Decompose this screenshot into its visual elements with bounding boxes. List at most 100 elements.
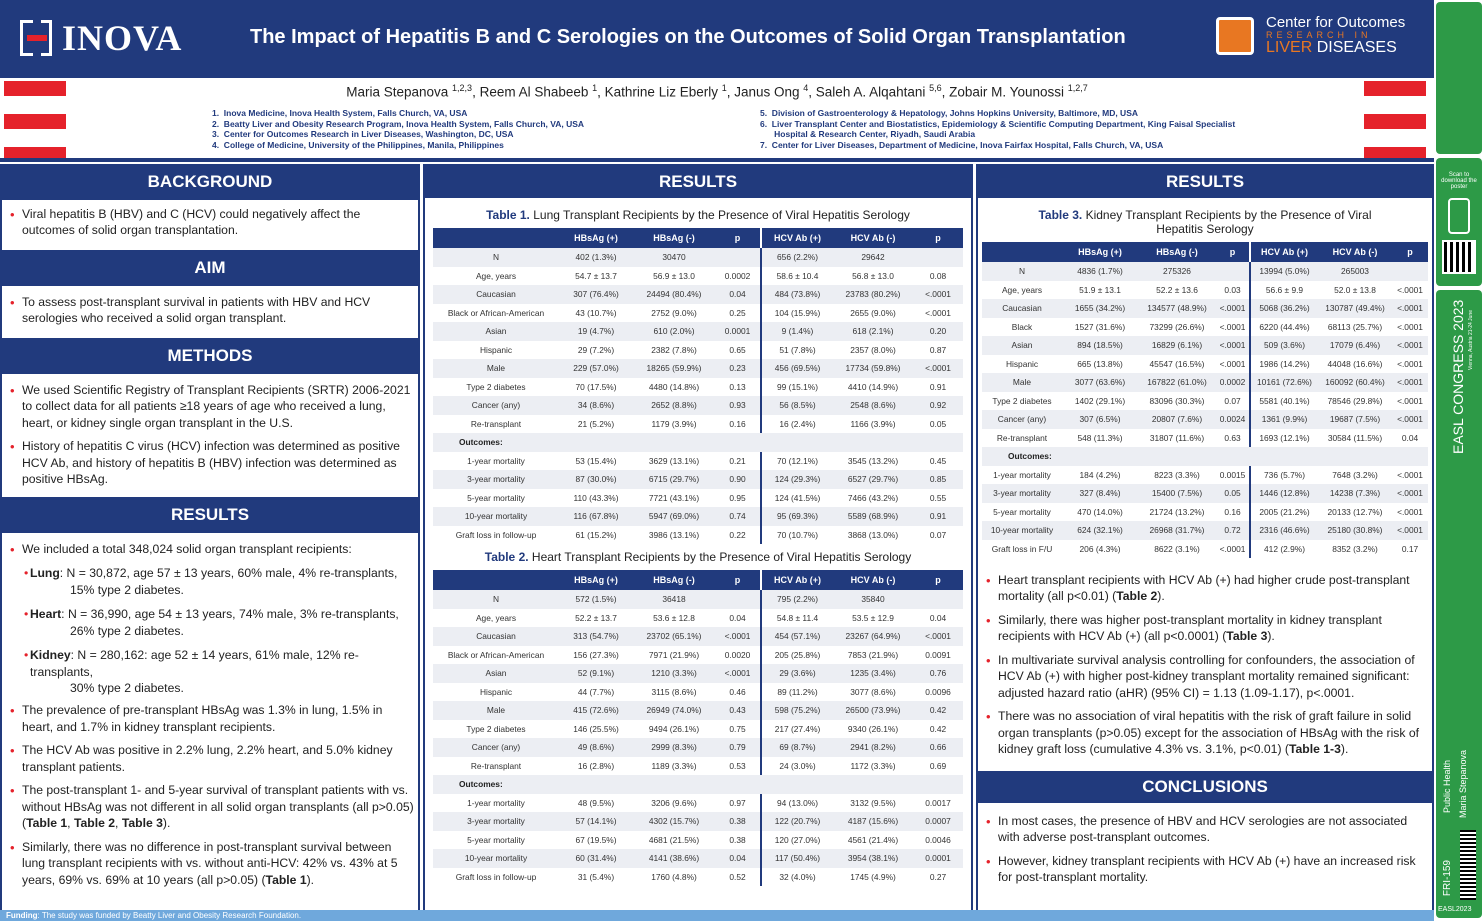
- table-cell: <.0001: [1216, 539, 1250, 558]
- table-row-label: Graft loss in F/U: [982, 539, 1062, 558]
- column-right: RESULTS Table 3. Kidney Transplant Recip…: [976, 164, 1434, 912]
- table-cell: 5581 (40.1%): [1249, 391, 1318, 410]
- table-cell: 4187 (15.6%): [833, 812, 913, 831]
- table-cell: 9340 (26.1%): [833, 719, 913, 738]
- author-affil-number: 4: [803, 83, 809, 93]
- results-intro: We included a total 348,024 solid organ …: [6, 541, 414, 559]
- table-row-label: 5-year mortality: [982, 502, 1062, 521]
- affiliation-item: Hospital & Research Center, Riyadh, Saud…: [760, 129, 976, 140]
- funding-footer: Funding: The study was funded by Beatty …: [0, 910, 1434, 921]
- scan-text: Scan to download the poster: [1441, 172, 1477, 190]
- table-cell: 24 (3.0%): [760, 756, 833, 775]
- table-cell: 70 (17.5%): [559, 377, 633, 396]
- table-header-cell: p: [1216, 242, 1250, 262]
- table-cell: 0.38: [715, 812, 761, 831]
- table-cell: 275326: [1138, 262, 1216, 281]
- table-cell: 0.38: [715, 830, 761, 849]
- table-cell: 0.0007: [913, 812, 963, 831]
- author-name: , Saleh A. Alqahtani: [808, 84, 930, 100]
- table-header-cell: [433, 228, 559, 248]
- congress-venue: Vienna, Austria 21-24 June: [1468, 310, 1474, 370]
- table-row-label: Type 2 diabetes: [433, 719, 559, 738]
- table-cell: 130787 (49.4%): [1318, 299, 1392, 318]
- table-cell: 1527 (31.6%): [1062, 317, 1138, 336]
- table-row: Outcomes:: [982, 447, 1428, 466]
- table-header-cell: HCV Ab (+): [760, 228, 833, 248]
- results-left-heading: RESULTS: [2, 498, 418, 531]
- table1-lung: HBsAg (+) HBsAg (-) p HCV Ab (+) HCV Ab (-) p…: [433, 228, 963, 544]
- kidney-text: : N = 280,162: age 52 ± 14 years, 61% ma…: [30, 648, 359, 679]
- table-cell: 117 (50.4%): [760, 849, 833, 868]
- table-cell: 6715 (29.7%): [633, 470, 715, 489]
- table-row-label: Asian: [982, 336, 1062, 355]
- table-cell: 0.16: [715, 414, 761, 433]
- affiliation-item: 3. Center for Outcomes Research in Liver…: [212, 129, 514, 140]
- table-row: Graft loss in F/U 206 (4.3%) 8622 (3.1%) <.…: [982, 539, 1428, 558]
- table-cell: 31807 (11.6%): [1138, 428, 1216, 447]
- table-header-cell: HBsAg (-): [633, 570, 715, 590]
- table-row: Male 415 (72.6%) 26949 (74.0%) 0.43 598 (75.…: [433, 701, 963, 720]
- table3-caption: Table 3. Kidney Transplant Recipients by…: [1038, 208, 1372, 236]
- table-cell: 45547 (16.5%): [1138, 354, 1216, 373]
- table-cell: 48 (9.5%): [559, 793, 633, 812]
- table-cell: 0.17: [1392, 539, 1428, 558]
- background-text: Viral hepatitis B (HBV) and C (HCV) coul…: [6, 206, 414, 239]
- table-cell: <.0001: [715, 627, 761, 646]
- table-cell: <.0001: [913, 303, 963, 322]
- table-cell: 34 (8.6%): [559, 396, 633, 415]
- table2-caption: Table 2. Heart Transplant Recipients by …: [484, 550, 912, 564]
- table-cell: 0.76: [913, 664, 963, 683]
- table-row-label: Age, years: [433, 608, 559, 627]
- table-cell: 0.52: [715, 867, 761, 886]
- table-row-label: 1-year mortality: [433, 451, 559, 470]
- table-cell: 56.8 ± 13.0: [833, 266, 913, 285]
- table-cell: 0.04: [715, 608, 761, 627]
- table-cell: 0.27: [913, 867, 963, 886]
- table-cell: 0.91: [913, 377, 963, 396]
- table-cell: 3954 (38.1%): [833, 849, 913, 868]
- inova-logo: INOVA: [20, 18, 182, 58]
- author-name: , Reem Al Shabeeb: [472, 84, 593, 100]
- results-right-item: Heart transplant recipients with HCV Ab …: [982, 572, 1428, 605]
- table-cell: 3629 (13.1%): [633, 451, 715, 470]
- table-cell: 51 (7.8%): [760, 340, 833, 359]
- table-cell: 60 (31.4%): [559, 849, 633, 868]
- table-row: 10-year mortality 624 (32.1%) 26968 (31.7%…: [982, 521, 1428, 540]
- table-cell: 1986 (14.2%): [1249, 354, 1318, 373]
- table-cell: 184 (4.2%): [1062, 465, 1138, 484]
- table-header-row: HBsAg (+) HBsAg (-) p HCV Ab (+) HCV Ab (-) p: [433, 228, 963, 248]
- table-row-label: Male: [982, 373, 1062, 392]
- table-cell: 2941 (8.2%): [833, 738, 913, 757]
- table-cell: 0.55: [913, 488, 963, 507]
- table-cell: 0.92: [913, 396, 963, 415]
- table-subheading: Outcomes:: [433, 433, 963, 452]
- heart-dm: 26% type 2 diabetes.: [70, 623, 184, 638]
- table-cell: 0.43: [715, 701, 761, 720]
- table-cell: 43 (10.7%): [559, 303, 633, 322]
- table-cell: 52.2 ± 13.6: [1138, 280, 1216, 299]
- table-cell: 454 (57.1%): [760, 627, 833, 646]
- table-cell: 0.93: [715, 396, 761, 415]
- table-cell: 120 (27.0%): [760, 830, 833, 849]
- table-header-cell: HCV Ab (-): [833, 228, 913, 248]
- table-cell: 44048 (16.6%): [1318, 354, 1392, 373]
- prevalence-text: The prevalence of pre-transplant HBsAg w…: [6, 702, 414, 735]
- table-cell: 9494 (26.1%): [633, 719, 715, 738]
- table-cell: 2005 (21.2%): [1249, 502, 1318, 521]
- lung-dm: 15% type 2 diabetes.: [70, 582, 184, 597]
- table-cell: 23267 (64.9%): [833, 627, 913, 646]
- author-affil-number: 1: [721, 83, 727, 93]
- inova-logo-text: INOVA: [62, 18, 183, 58]
- table-row: 3-year mortality 87 (30.0%) 6715 (29.7%) 0.…: [433, 470, 963, 489]
- table-cell: 0.95: [715, 488, 761, 507]
- table-cell: <.0001: [913, 359, 963, 378]
- table-row: Outcomes:: [433, 775, 963, 794]
- table-cell: 54.8 ± 11.4: [760, 608, 833, 627]
- table-cell: 29642: [833, 248, 913, 267]
- table-row-label: Graft loss in follow-up: [433, 525, 559, 544]
- table-header-cell: HBsAg (+): [1062, 242, 1138, 262]
- table-cell: 3868 (13.0%): [833, 525, 913, 544]
- table-row-label: Age, years: [982, 280, 1062, 299]
- table-header-cell: HCV Ab (+): [760, 570, 833, 590]
- table-cell: 618 (2.1%): [833, 322, 913, 341]
